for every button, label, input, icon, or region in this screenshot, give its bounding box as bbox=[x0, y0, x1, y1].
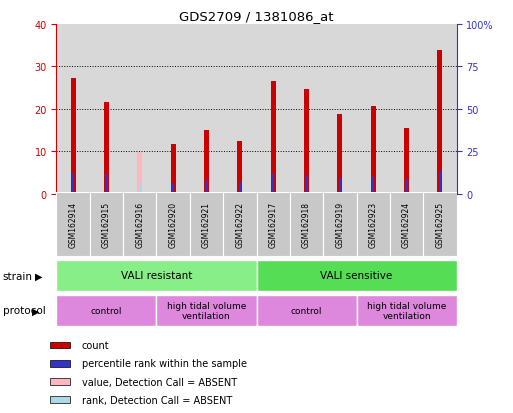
Bar bbox=[72, 173, 74, 194]
Text: control: control bbox=[291, 306, 322, 315]
Text: GSM162918: GSM162918 bbox=[302, 202, 311, 247]
Bar bbox=[56, 295, 156, 326]
Bar bbox=[172, 183, 174, 194]
Text: rank, Detection Call = ABSENT: rank, Detection Call = ABSENT bbox=[82, 395, 232, 405]
Text: GSM162925: GSM162925 bbox=[436, 202, 444, 248]
Bar bbox=[271, 81, 275, 194]
Bar bbox=[339, 179, 341, 194]
Text: GSM162919: GSM162919 bbox=[336, 202, 344, 248]
Bar bbox=[357, 192, 390, 256]
Bar bbox=[71, 79, 75, 194]
Text: high tidal volume
ventilation: high tidal volume ventilation bbox=[367, 301, 446, 320]
Bar bbox=[105, 175, 108, 194]
Bar bbox=[423, 192, 457, 256]
Text: GSM162922: GSM162922 bbox=[235, 202, 244, 247]
Text: high tidal volume
ventilation: high tidal volume ventilation bbox=[167, 301, 246, 320]
Bar bbox=[372, 177, 374, 194]
Text: GSM162915: GSM162915 bbox=[102, 202, 111, 248]
Text: control: control bbox=[91, 306, 122, 315]
Bar bbox=[405, 179, 408, 194]
Text: VALI sensitive: VALI sensitive bbox=[321, 271, 392, 281]
Bar bbox=[357, 295, 457, 326]
Bar bbox=[123, 192, 156, 256]
Bar bbox=[256, 192, 290, 256]
Text: GSM162921: GSM162921 bbox=[202, 202, 211, 247]
Text: GSM162924: GSM162924 bbox=[402, 202, 411, 248]
Bar bbox=[404, 129, 409, 194]
Text: value, Detection Call = ABSENT: value, Detection Call = ABSENT bbox=[82, 377, 237, 387]
Bar bbox=[156, 295, 256, 326]
Bar bbox=[56, 192, 90, 256]
Bar bbox=[223, 192, 256, 256]
Bar bbox=[190, 192, 223, 256]
Bar bbox=[139, 183, 141, 194]
Bar bbox=[104, 103, 109, 194]
Bar bbox=[438, 51, 442, 194]
Bar bbox=[256, 260, 457, 291]
Bar bbox=[204, 131, 209, 194]
Text: protocol: protocol bbox=[3, 306, 45, 316]
Text: count: count bbox=[82, 340, 109, 350]
Text: GSM162914: GSM162914 bbox=[69, 202, 77, 248]
Bar bbox=[239, 183, 241, 194]
Text: ▶: ▶ bbox=[35, 271, 43, 281]
Bar bbox=[304, 90, 309, 194]
Text: GSM162916: GSM162916 bbox=[135, 202, 144, 248]
Bar bbox=[256, 295, 357, 326]
Bar bbox=[50, 360, 70, 367]
Text: strain: strain bbox=[3, 271, 32, 281]
Bar bbox=[50, 396, 70, 403]
Text: percentile rank within the sample: percentile rank within the sample bbox=[82, 358, 247, 368]
Text: GSM162917: GSM162917 bbox=[269, 202, 278, 248]
Text: GSM162920: GSM162920 bbox=[169, 202, 177, 248]
Text: GDS2709 / 1381086_at: GDS2709 / 1381086_at bbox=[179, 10, 334, 23]
Bar bbox=[50, 342, 70, 349]
Bar bbox=[338, 115, 342, 194]
Bar bbox=[323, 192, 357, 256]
Text: ▶: ▶ bbox=[32, 306, 40, 316]
Text: GSM162923: GSM162923 bbox=[369, 202, 378, 248]
Bar bbox=[238, 142, 242, 194]
Bar bbox=[171, 145, 175, 194]
Bar bbox=[390, 192, 423, 256]
Bar bbox=[205, 180, 208, 194]
Bar bbox=[290, 192, 323, 256]
Bar bbox=[90, 192, 123, 256]
Bar bbox=[137, 153, 142, 194]
Bar bbox=[56, 260, 256, 291]
Bar bbox=[156, 192, 190, 256]
Bar bbox=[50, 378, 70, 385]
Text: VALI resistant: VALI resistant bbox=[121, 271, 192, 281]
Bar bbox=[371, 107, 376, 194]
Bar bbox=[305, 176, 308, 194]
Bar bbox=[272, 174, 274, 194]
Bar bbox=[439, 171, 441, 194]
